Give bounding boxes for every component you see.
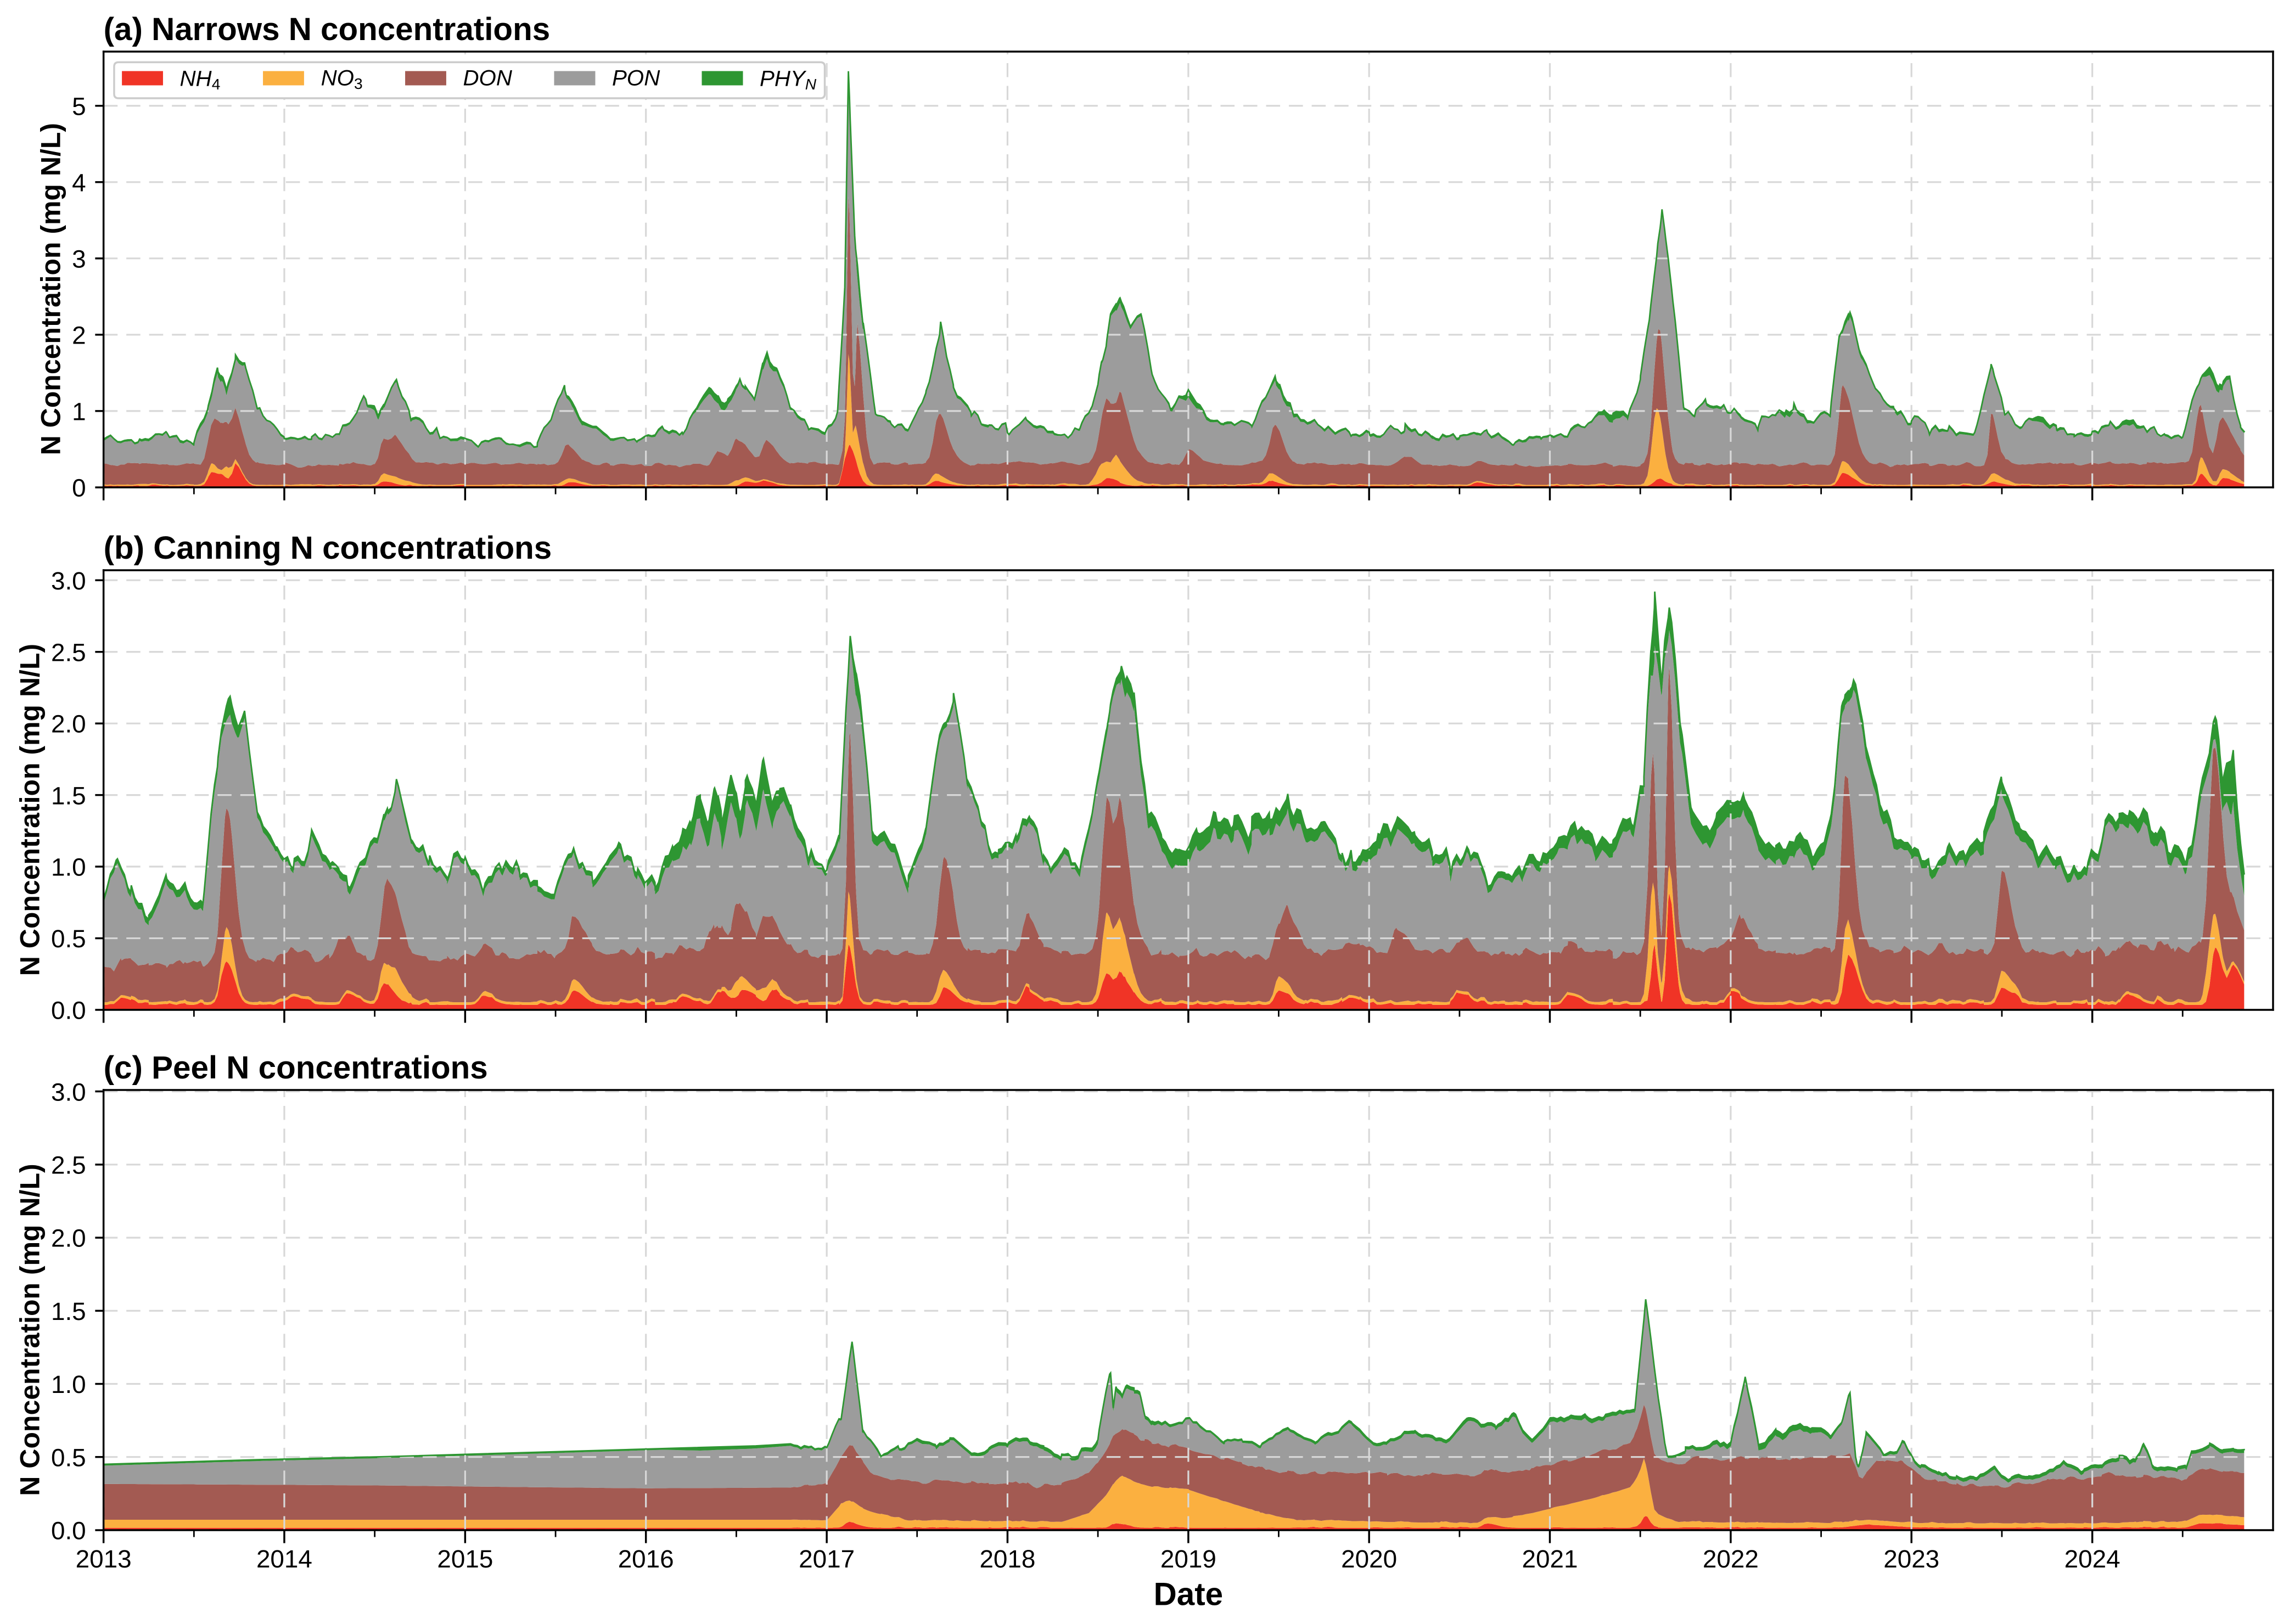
svg-text:0.5: 0.5: [51, 1443, 86, 1471]
svg-text:2.0: 2.0: [51, 1224, 86, 1252]
svg-text:2014: 2014: [256, 1545, 312, 1573]
svg-text:P O N: P O N: [612, 66, 660, 91]
svg-text:1: 1: [72, 398, 86, 426]
svg-text:2022: 2022: [1703, 1545, 1759, 1573]
svg-text:1.5: 1.5: [51, 782, 86, 810]
svg-text:1.5: 1.5: [51, 1297, 86, 1325]
svg-text:0.0: 0.0: [51, 1517, 86, 1545]
svg-text:(b) Canning N concentrations: (b) Canning N concentrations: [104, 530, 552, 566]
svg-text:2.5: 2.5: [51, 1151, 86, 1179]
svg-text:4: 4: [72, 168, 86, 196]
svg-text:2: 2: [72, 322, 86, 350]
svg-text:N O 3: N O 3: [321, 66, 363, 92]
svg-text:2019: 2019: [1160, 1545, 1216, 1573]
svg-text:2013: 2013: [76, 1545, 132, 1573]
svg-text:P H Y N: P H Y N: [760, 66, 817, 93]
svg-text:2018: 2018: [979, 1545, 1035, 1573]
svg-text:5: 5: [72, 92, 86, 120]
svg-text:3.0: 3.0: [51, 567, 86, 595]
svg-text:(c) Peel N concentrations: (c) Peel N concentrations: [104, 1050, 488, 1086]
svg-text:(a) Narrows N concentrations: (a) Narrows N concentrations: [104, 12, 551, 47]
svg-text:D O N: D O N: [463, 66, 512, 91]
svg-text:N H 4: N H 4: [180, 66, 221, 93]
svg-text:2023: 2023: [1883, 1545, 1939, 1573]
svg-text:2.0: 2.0: [51, 710, 86, 738]
svg-text:0.5: 0.5: [51, 925, 86, 953]
svg-text:2015: 2015: [437, 1545, 493, 1573]
svg-text:0: 0: [72, 474, 86, 502]
svg-text:N Concentration (mg N/L): N Concentration (mg N/L): [35, 123, 66, 455]
svg-text:2020: 2020: [1341, 1545, 1397, 1573]
svg-text:1.0: 1.0: [51, 853, 86, 881]
svg-text:3.0: 3.0: [51, 1078, 86, 1106]
svg-text:2.5: 2.5: [51, 638, 86, 666]
svg-text:2024: 2024: [2064, 1545, 2120, 1573]
svg-text:2017: 2017: [799, 1545, 855, 1573]
svg-text:0.0: 0.0: [51, 997, 86, 1025]
svg-text:1.0: 1.0: [51, 1370, 86, 1398]
svg-text:N Concentration (mg N/L): N Concentration (mg N/L): [14, 1164, 45, 1496]
svg-text:N Concentration (mg N/L): N Concentration (mg N/L): [14, 644, 45, 976]
svg-text:2021: 2021: [1522, 1545, 1578, 1573]
svg-text:Date: Date: [1154, 1576, 1223, 1612]
svg-text:2016: 2016: [618, 1545, 674, 1573]
svg-text:3: 3: [72, 245, 86, 273]
